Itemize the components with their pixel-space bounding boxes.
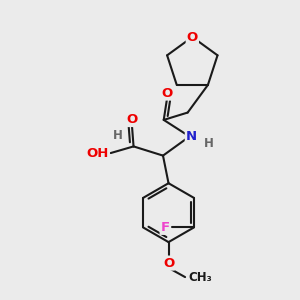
Text: H: H [112, 129, 122, 142]
Text: O: O [163, 256, 174, 270]
Text: H: H [204, 137, 214, 150]
Text: N: N [186, 130, 197, 143]
Text: OH: OH [86, 146, 109, 160]
Text: F: F [160, 221, 170, 234]
Text: O: O [126, 113, 137, 126]
Text: O: O [187, 31, 198, 44]
Text: O: O [162, 86, 173, 100]
Text: CH₃: CH₃ [189, 271, 212, 284]
